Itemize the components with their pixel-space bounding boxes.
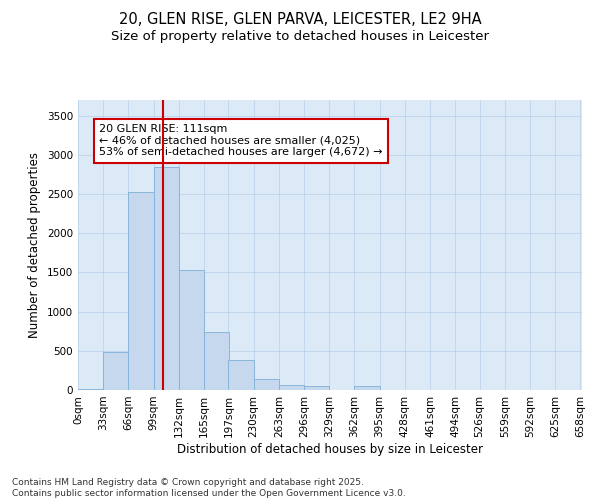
Text: Contains HM Land Registry data © Crown copyright and database right 2025.
Contai: Contains HM Land Registry data © Crown c… xyxy=(12,478,406,498)
Bar xyxy=(103,352,128,390)
Bar xyxy=(254,378,279,390)
X-axis label: Distribution of detached houses by size in Leicester: Distribution of detached houses by size … xyxy=(177,442,483,456)
Bar xyxy=(154,166,179,390)
Bar xyxy=(78,389,103,390)
Bar xyxy=(304,386,329,390)
Text: 20 GLEN RISE: 111sqm
← 46% of detached houses are smaller (4,025)
53% of semi-de: 20 GLEN RISE: 111sqm ← 46% of detached h… xyxy=(100,124,383,158)
Text: 20, GLEN RISE, GLEN PARVA, LEICESTER, LE2 9HA: 20, GLEN RISE, GLEN PARVA, LEICESTER, LE… xyxy=(119,12,481,28)
Y-axis label: Number of detached properties: Number of detached properties xyxy=(28,152,41,338)
Bar xyxy=(355,386,380,390)
Bar xyxy=(179,270,204,390)
Text: Size of property relative to detached houses in Leicester: Size of property relative to detached ho… xyxy=(111,30,489,43)
Bar xyxy=(128,192,154,390)
Bar xyxy=(279,384,304,390)
Bar xyxy=(204,332,229,390)
Bar xyxy=(229,360,254,390)
